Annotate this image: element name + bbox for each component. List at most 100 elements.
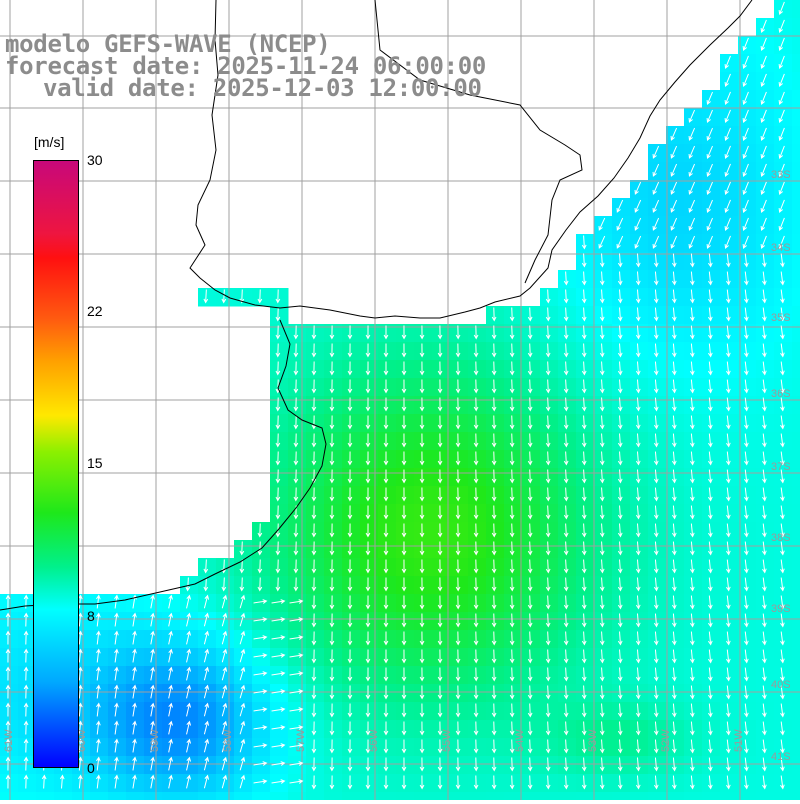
wind-speed-cell (558, 486, 577, 505)
wind-speed-cell (90, 684, 109, 703)
wind-speed-cell (108, 630, 127, 649)
wind-arrow (653, 739, 659, 754)
wind-speed-cell (774, 324, 793, 343)
wind-arrow (365, 739, 371, 754)
wind-arrow (401, 577, 407, 592)
wind-arrow (419, 577, 425, 592)
wind-arrow (563, 325, 569, 340)
wind-speed-cell (756, 378, 775, 397)
wind-arrow (437, 595, 443, 610)
wind-speed-cell (648, 612, 667, 631)
wind-speed-cell (702, 216, 721, 235)
wind-speed-cell (792, 486, 800, 505)
wind-arrow (707, 433, 713, 448)
wind-arrow (419, 361, 425, 376)
wind-speed-cell (576, 702, 595, 721)
wind-arrow (203, 630, 210, 645)
wind-arrow (293, 415, 299, 430)
wind-arrow (473, 379, 479, 394)
wind-arrow (239, 720, 246, 735)
wind-speed-cell (792, 360, 800, 379)
wind-speed-cell (576, 360, 595, 379)
wind-speed-cell (540, 378, 559, 397)
wind-arrow (509, 721, 515, 736)
wind-speed-cell (576, 756, 595, 775)
wind-speed-cell (162, 594, 181, 613)
wind-speed-cell (90, 612, 109, 631)
wind-speed-cell (594, 612, 613, 631)
wind-arrow (253, 617, 268, 622)
wind-arrow (617, 487, 623, 502)
wind-arrow (365, 577, 371, 592)
wind-arrow (742, 145, 749, 159)
wind-arrow (652, 181, 660, 195)
wind-speed-cell (180, 648, 199, 667)
wind-speed-cell (432, 738, 451, 757)
wind-speed-cell (360, 612, 379, 631)
wind-speed-cell (396, 504, 415, 523)
wind-arrow (707, 397, 713, 412)
wind-arrow (634, 217, 642, 231)
wind-arrow (689, 739, 695, 754)
wind-speed-cell (792, 630, 800, 649)
wind-arrow (689, 433, 695, 448)
wind-speed-cell (756, 234, 775, 253)
wind-speed-cell (738, 630, 757, 649)
wind-speed-cell (342, 450, 361, 469)
wind-speed-cell (18, 630, 37, 649)
wind-speed-cell (504, 792, 523, 804)
wind-arrow (419, 721, 425, 736)
wind-arrow (455, 757, 461, 772)
wind-arrow (365, 721, 371, 736)
wind-speed-cell (306, 378, 325, 397)
wind-speed-cell (738, 576, 757, 595)
wind-speed-cell (702, 630, 721, 649)
wind-speed-cell (612, 612, 631, 631)
valid-date: valid date: 2025-12-03 12:00:00 (43, 74, 482, 102)
wind-arrow (293, 469, 299, 484)
wind-arrow (491, 415, 497, 430)
wind-speed-cell (558, 522, 577, 541)
longitude-label: 51W (733, 729, 745, 752)
wind-arrow (437, 433, 443, 448)
wind-arrow (599, 721, 605, 736)
wind-arrow (275, 559, 281, 574)
wind-speed-cell (684, 702, 703, 721)
wind-arrow (671, 487, 677, 502)
wind-speed-cell (774, 648, 793, 667)
wind-speed-cell (486, 720, 505, 739)
wind-arrow (581, 379, 587, 394)
wind-arrow (311, 541, 317, 556)
wind-speed-cell (342, 378, 361, 397)
wind-speed-cell (18, 792, 37, 804)
wind-arrow (203, 289, 209, 304)
wind-speed-cell (594, 288, 613, 307)
wind-arrow (545, 577, 551, 592)
wind-arrow (311, 649, 317, 664)
wind-speed-cell (540, 630, 559, 649)
wind-speed-cell (162, 792, 181, 804)
wind-speed-cell (666, 684, 685, 703)
wind-arrow (275, 469, 281, 484)
wind-speed-cell (558, 432, 577, 451)
wind-arrow (545, 703, 551, 718)
wind-arrow (347, 325, 353, 340)
wind-speed-cell (630, 702, 649, 721)
wind-arrow (563, 685, 569, 700)
wind-arrow (491, 469, 497, 484)
wind-arrow (653, 775, 659, 790)
wind-arrow (5, 594, 11, 609)
wind-speed-cell (0, 774, 19, 793)
wind-speed-cell (450, 666, 469, 685)
country-border (374, 0, 583, 284)
wind-arrow (581, 721, 587, 736)
wind-arrow (96, 594, 101, 609)
wind-speed-cell (702, 666, 721, 685)
wind-speed-cell (792, 684, 800, 703)
wind-speed-cell (324, 720, 343, 739)
wind-speed-cell (360, 774, 379, 793)
wind-speed-cell (720, 162, 739, 181)
wind-speed-cell (0, 648, 19, 667)
wind-speed-cell (414, 486, 433, 505)
wind-arrow (652, 199, 660, 213)
